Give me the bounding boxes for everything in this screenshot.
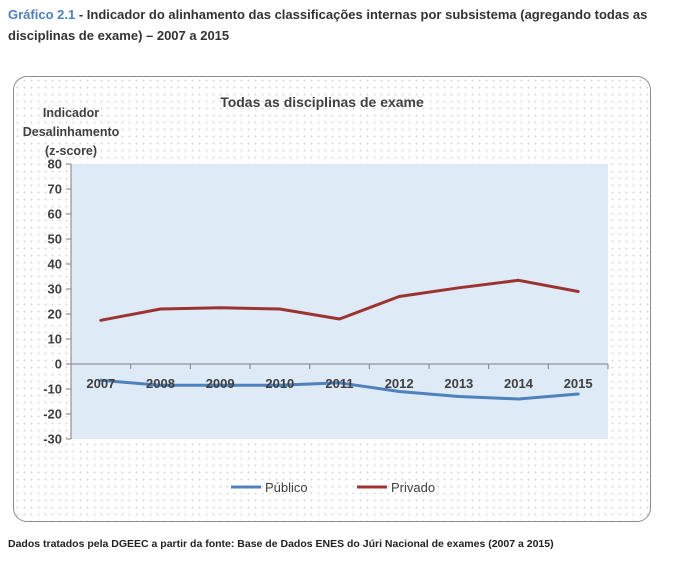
x-tick-label: 2007: [86, 376, 115, 391]
figure-caption: Gráfico 2.1 - Indicador do alinhamento d…: [8, 4, 668, 46]
x-tick-label: 2012: [385, 376, 414, 391]
source-note: Dados tratados pela DGEEC a partir da fo…: [8, 538, 554, 550]
x-tick-label: 2015: [564, 376, 593, 391]
y-tick-label: 0: [55, 357, 62, 372]
caption-text: Indicador do alinhamento das classificaç…: [8, 7, 648, 43]
chart-title: Todas as disciplinas de exame: [220, 94, 424, 110]
y-tick-label: 60: [48, 207, 62, 222]
y-axis-label-line: Desalinhamento: [23, 125, 120, 139]
y-tick-label: 30: [48, 282, 62, 297]
x-tick-label: 2008: [146, 376, 175, 391]
legend-label: Público: [265, 480, 308, 495]
line-chart: Todas as disciplinas de exame Indicador De…: [23, 94, 609, 495]
y-tick-label: -10: [43, 382, 62, 397]
x-tick-label: 2009: [206, 376, 235, 391]
x-tick-label: 2011: [325, 376, 353, 391]
x-tick-label: 2010: [265, 376, 294, 391]
y-tick-label: 80: [48, 157, 62, 172]
y-axis-label-line: Indicador: [43, 106, 99, 120]
caption-separator: -: [75, 7, 87, 22]
series-line-privado: [99, 278, 580, 322]
y-tick-label: 40: [48, 257, 62, 272]
legend-label: Privado: [391, 480, 435, 495]
plot-area: [71, 164, 608, 439]
y-tick-label: 20: [48, 307, 62, 322]
y-tick-label: 70: [48, 182, 62, 197]
y-tick-label: 10: [48, 332, 62, 347]
x-tick-label: 2013: [444, 376, 473, 391]
series-line-pblico: [99, 378, 580, 401]
y-axis-label-line: (z-score): [45, 144, 97, 158]
y-tick-label: -20: [43, 407, 62, 422]
y-tick-label: 50: [48, 232, 62, 247]
chart-frame: Todas as disciplinas de exame Indicador De…: [13, 76, 651, 522]
y-tick-label: -30: [43, 432, 62, 447]
figure-number: Gráfico 2.1: [8, 7, 76, 22]
x-tick-label: 2014: [504, 376, 534, 391]
